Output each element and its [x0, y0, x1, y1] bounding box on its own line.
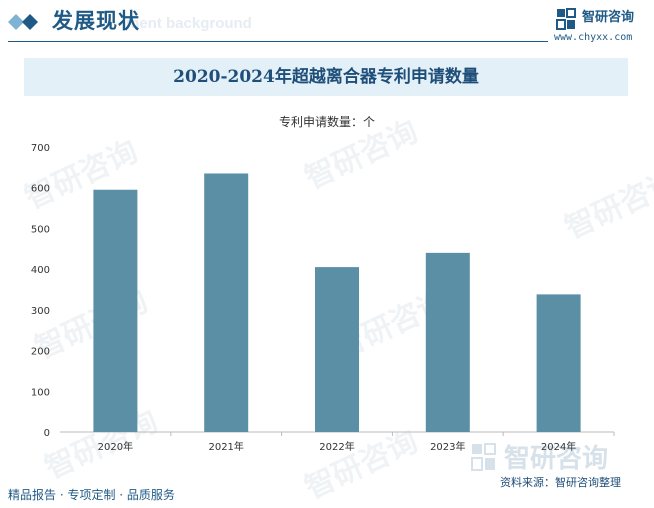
- y-tick-label: 700: [31, 143, 50, 154]
- y-tick-label: 100: [31, 387, 50, 398]
- bars: [93, 173, 581, 432]
- bar: [536, 294, 581, 432]
- chart-title-box: 2020-2024年超越离合器专利申请数量: [24, 58, 628, 96]
- x-tick-label: 2022年: [319, 440, 354, 453]
- y-tick-label: 300: [31, 306, 50, 317]
- y-axis: 0 100 200 300 400 500 600 700: [31, 143, 50, 439]
- x-tick-label: 2024年: [541, 440, 576, 453]
- brand-url: www.chyxx.com: [554, 32, 633, 43]
- y-tick-label: 0: [44, 428, 50, 439]
- bar: [425, 252, 470, 432]
- y-tick-label: 400: [31, 265, 50, 276]
- x-tick-label: 2023年: [430, 440, 465, 453]
- section-subtitle: ment background: [126, 15, 252, 32]
- chart-title: 2020-2024年超越离合器专利申请数量: [173, 67, 479, 87]
- y-tick-label: 600: [31, 184, 50, 195]
- x-tick-label: 2021年: [208, 440, 243, 453]
- brand-logo-icon: [556, 8, 576, 30]
- unit-label: 专利申请数量：个: [278, 115, 375, 129]
- bar: [315, 267, 359, 432]
- section-title: 发展现状: [52, 9, 140, 33]
- header-divider: [8, 41, 548, 42]
- source-note: 资料来源：智研咨询整理: [500, 476, 621, 489]
- y-tick-label: 200: [31, 347, 50, 358]
- header: ment background 发展现状 智研咨询 www.chyxx.com: [0, 0, 654, 50]
- x-axis: 2020年 2021年 2022年 2023年 2024年: [98, 432, 615, 453]
- x-tick-label: 2020年: [98, 440, 133, 453]
- bar: [93, 189, 138, 432]
- brand-name: 智研咨询: [582, 10, 635, 25]
- diamond-icon: [8, 14, 38, 30]
- bar: [204, 173, 249, 432]
- y-tick-label: 500: [31, 224, 50, 235]
- footer-tagline: 精品报告 · 专项定制 · 品质服务: [8, 488, 175, 502]
